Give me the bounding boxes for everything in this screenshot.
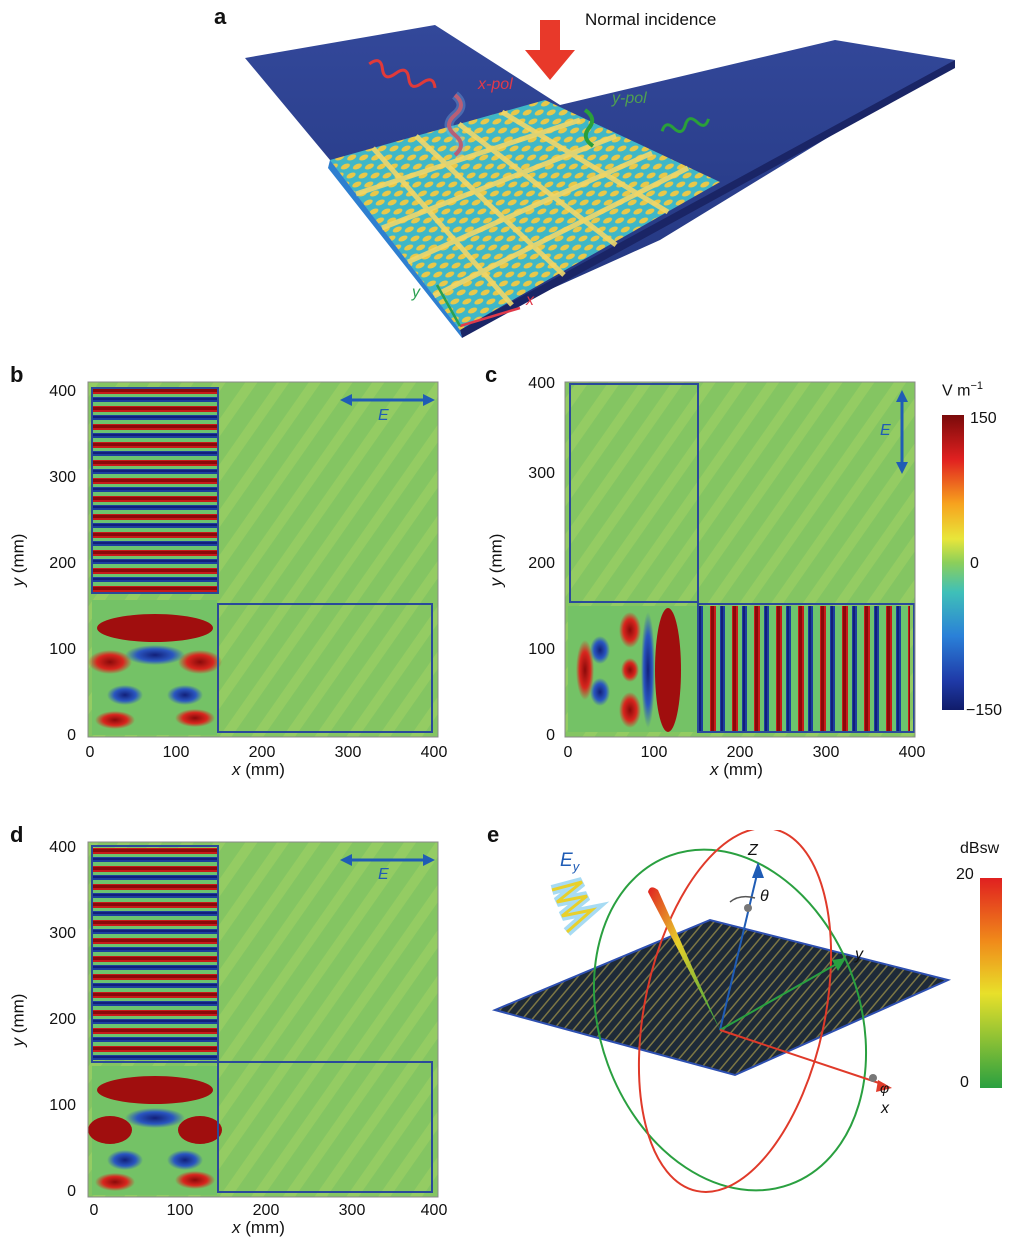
svg-text:400: 400 — [49, 839, 76, 856]
svg-text:200: 200 — [253, 1202, 280, 1219]
svg-text:300: 300 — [49, 469, 76, 486]
panel-e-x-axis-label: x — [881, 1100, 889, 1117]
panel-d-y-axis-title: y (mm) — [8, 993, 28, 1047]
svg-text:0: 0 — [67, 1183, 76, 1200]
colorbar-tick-zero: 0 — [970, 555, 979, 572]
svg-text:400: 400 — [49, 383, 76, 400]
svg-text:100: 100 — [49, 641, 76, 658]
panel-b-e-label: E — [378, 407, 389, 424]
svg-text:300: 300 — [339, 1202, 366, 1219]
panel-letter-d: d — [10, 822, 24, 847]
svg-text:100: 100 — [641, 744, 668, 761]
metasurface-plate — [491, 918, 952, 1077]
colorbar-tick-max: 150 — [970, 410, 997, 427]
panel-d-e-label: E — [378, 866, 389, 883]
svg-text:0: 0 — [90, 1202, 99, 1219]
svg-text:400: 400 — [421, 744, 448, 761]
panel-letter-b: b — [10, 362, 24, 387]
x-pol-wave-left — [368, 59, 437, 89]
gain-tick-max: 20 — [956, 866, 974, 883]
upper-supercell-field — [92, 388, 217, 593]
panel-a-y-axis-label: y — [412, 284, 420, 301]
svg-text:300: 300 — [335, 744, 362, 761]
panel-a-x-axis-label: x — [526, 292, 534, 309]
panel-c-field-map: 400 300 200 100 0 0 100 200 300 400 — [528, 375, 964, 761]
panel-a-metasurface-illustration — [245, 20, 955, 338]
svg-text:200: 200 — [528, 555, 555, 572]
incidence-arrow — [525, 20, 575, 80]
panel-d-field-map: 400 300 200 100 0 0 100 200 300 400 — [49, 839, 448, 1219]
gain-colorbar-unit: dBsw — [960, 840, 1000, 857]
svg-text:200: 200 — [249, 744, 276, 761]
panel-letter-e: e — [487, 822, 500, 847]
svg-text:400: 400 — [899, 744, 926, 761]
svg-text:400: 400 — [528, 375, 555, 392]
svg-text:100: 100 — [163, 744, 190, 761]
panel-b-y-axis-title: y (mm) — [8, 533, 28, 587]
metasurface-array — [330, 100, 720, 330]
svg-text:100: 100 — [49, 1097, 76, 1114]
panel-d-x-axis-title: x (mm) — [232, 1218, 285, 1237]
svg-text:100: 100 — [167, 1202, 194, 1219]
panel-letter-a: a — [214, 4, 227, 29]
panel-b-field-map: 400 300 200 100 0 0 100 200 300 400 — [49, 381, 448, 761]
y-pol-wave-right — [660, 117, 710, 134]
svg-text:200: 200 — [49, 555, 76, 572]
svg-text:100: 100 — [528, 641, 555, 658]
theta-label: θ — [760, 888, 769, 905]
ey-label: Ey — [560, 850, 580, 874]
normal-incidence-label: Normal incidence — [585, 10, 717, 29]
gain-tick-min: 0 — [960, 1074, 969, 1091]
svg-text:0: 0 — [86, 744, 95, 761]
field-colorbar — [942, 415, 964, 710]
x-pol-wave-center — [447, 93, 463, 157]
phi-label: φ — [880, 1080, 890, 1096]
colorbar-tick-min: −150 — [966, 702, 1003, 719]
x-pol-label: x-pol — [478, 76, 513, 93]
panel-letter-c: c — [485, 362, 498, 387]
panel-e-radiation-pattern — [491, 830, 1002, 1193]
red-pattern-cut — [637, 830, 833, 1193]
svg-text:0: 0 — [67, 727, 76, 744]
svg-text:300: 300 — [49, 925, 76, 942]
svg-text:0: 0 — [546, 727, 555, 744]
panel-b-x-axis-title: x (mm) — [232, 760, 285, 779]
colorbar-unit: V m−1 — [942, 380, 983, 400]
svg-text:300: 300 — [528, 465, 555, 482]
panel-c-e-label: E — [880, 422, 891, 439]
y-pol-label: y-pol — [612, 90, 647, 107]
svg-text:200: 200 — [49, 1011, 76, 1028]
main-beam-lobe — [648, 887, 720, 1030]
z-axis-label: Z — [748, 842, 758, 859]
green-pattern-cut — [592, 848, 868, 1192]
lower-supercell-field — [698, 606, 910, 732]
panel-c-y-axis-title: y (mm) — [486, 533, 506, 587]
svg-text:300: 300 — [813, 744, 840, 761]
panel-e-y-axis-label: y — [855, 946, 863, 963]
svg-text:0: 0 — [564, 744, 573, 761]
svg-text:400: 400 — [421, 1202, 448, 1219]
gain-colorbar — [980, 878, 1002, 1088]
panel-c-x-axis-title: x (mm) — [710, 760, 763, 779]
y-pol-wave-center — [583, 108, 595, 148]
svg-text:200: 200 — [727, 744, 754, 761]
